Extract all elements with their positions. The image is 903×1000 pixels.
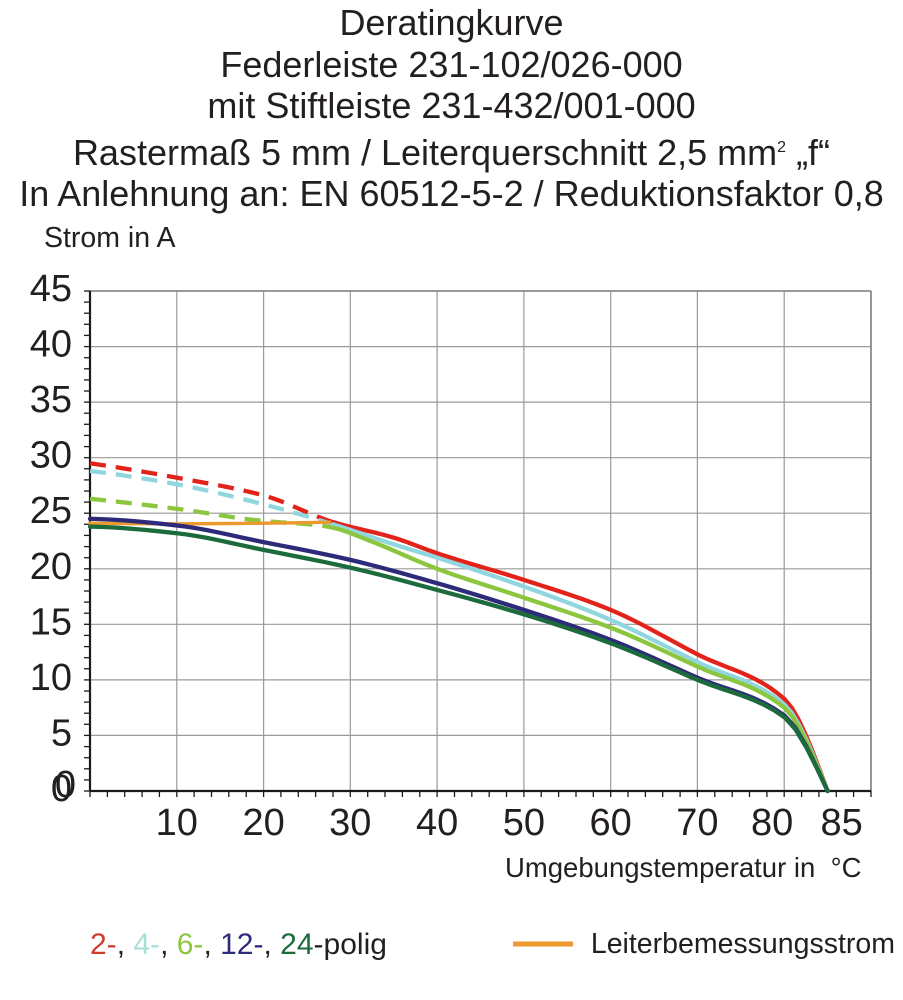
- svg-text:40: 40: [416, 802, 458, 844]
- svg-text:35: 35: [30, 379, 72, 421]
- svg-text:10: 10: [156, 802, 198, 844]
- svg-text:85: 85: [820, 802, 862, 844]
- svg-text:5: 5: [51, 712, 72, 754]
- svg-text:30: 30: [329, 802, 371, 844]
- svg-text:20: 20: [30, 546, 72, 588]
- svg-text:20: 20: [242, 802, 284, 844]
- svg-text:80: 80: [751, 802, 793, 844]
- svg-text:45: 45: [30, 268, 72, 310]
- svg-text:25: 25: [30, 490, 72, 532]
- svg-text:0: 0: [55, 764, 76, 806]
- svg-text:15: 15: [30, 601, 72, 643]
- svg-text:70: 70: [676, 802, 718, 844]
- svg-text:60: 60: [590, 802, 632, 844]
- svg-text:50: 50: [503, 802, 545, 844]
- svg-text:40: 40: [30, 324, 72, 366]
- svg-text:30: 30: [30, 435, 72, 477]
- svg-text:10: 10: [30, 657, 72, 699]
